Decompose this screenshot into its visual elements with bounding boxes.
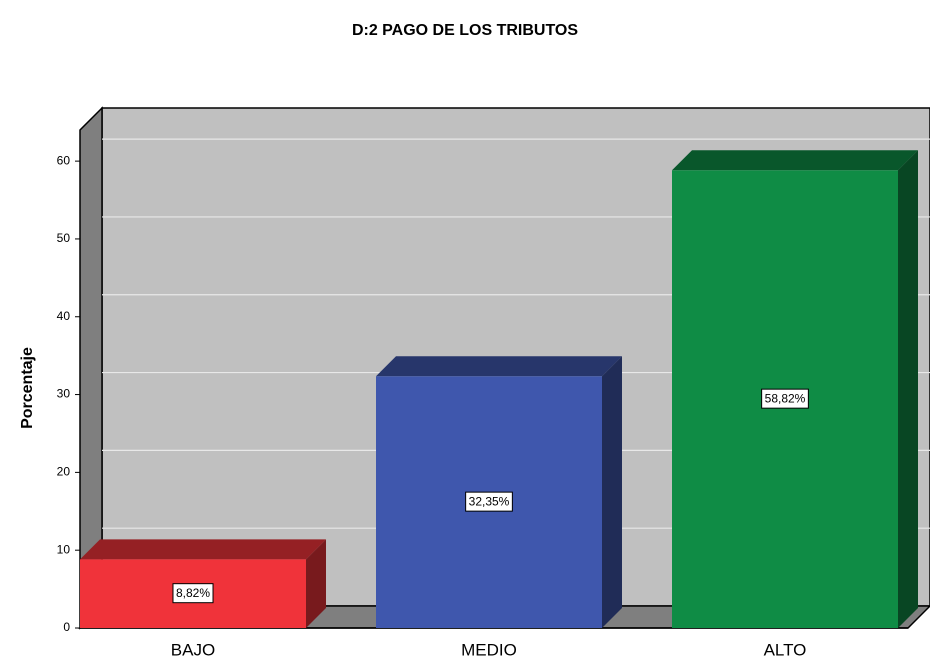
y-tick-label: 0 [63,620,70,634]
y-tick-label: 40 [57,309,71,323]
y-tick-label: 20 [57,465,71,479]
bar-top [80,539,326,560]
value-label: 32,35% [469,494,510,508]
x-tick-label: BAJO [171,640,215,659]
y-tick-label: 50 [57,231,71,245]
chart-title: D:2 PAGO DE LOS TRIBUTOS [352,22,578,39]
bar-side [898,150,918,628]
y-axis-label: Porcentaje [19,347,36,429]
value-label-box [465,491,513,512]
y-tick-label: 60 [57,153,71,167]
value-label-box [761,388,809,409]
value-label: 58,82% [765,391,806,405]
y-tick-label: 30 [57,387,71,401]
value-label: 8,82% [176,586,210,600]
x-tick-label: MEDIO [461,640,517,659]
bar-side [306,539,326,628]
value-label-box [172,583,214,604]
bar-side [602,356,622,628]
bar-top [672,150,918,171]
x-tick-label: ALTO [764,640,807,659]
bar-top [376,356,622,377]
y-tick-label: 10 [57,542,71,556]
